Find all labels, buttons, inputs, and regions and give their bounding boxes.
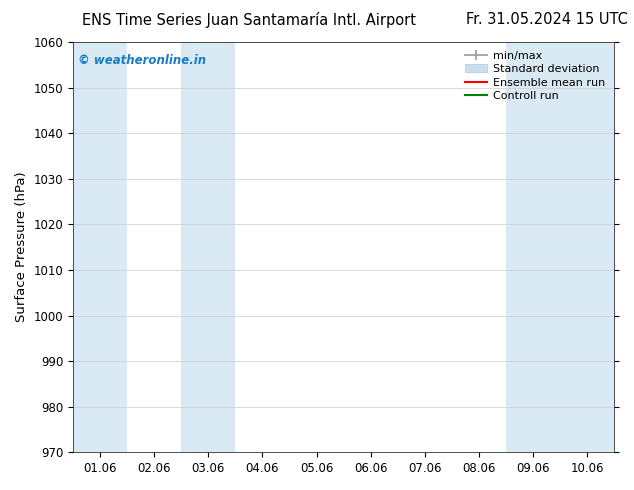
Text: ENS Time Series Juan Santamaría Intl. Airport: ENS Time Series Juan Santamaría Intl. Ai…: [82, 12, 417, 28]
Legend: min/max, Standard deviation, Ensemble mean run, Controll run: min/max, Standard deviation, Ensemble me…: [462, 48, 609, 104]
Text: Fr. 31.05.2024 15 UTC: Fr. 31.05.2024 15 UTC: [466, 12, 628, 27]
Text: © weatheronline.in: © weatheronline.in: [79, 54, 207, 67]
Y-axis label: Surface Pressure (hPa): Surface Pressure (hPa): [15, 172, 28, 322]
Bar: [181, 42, 235, 452]
Bar: [506, 42, 614, 452]
Bar: [73, 42, 127, 452]
